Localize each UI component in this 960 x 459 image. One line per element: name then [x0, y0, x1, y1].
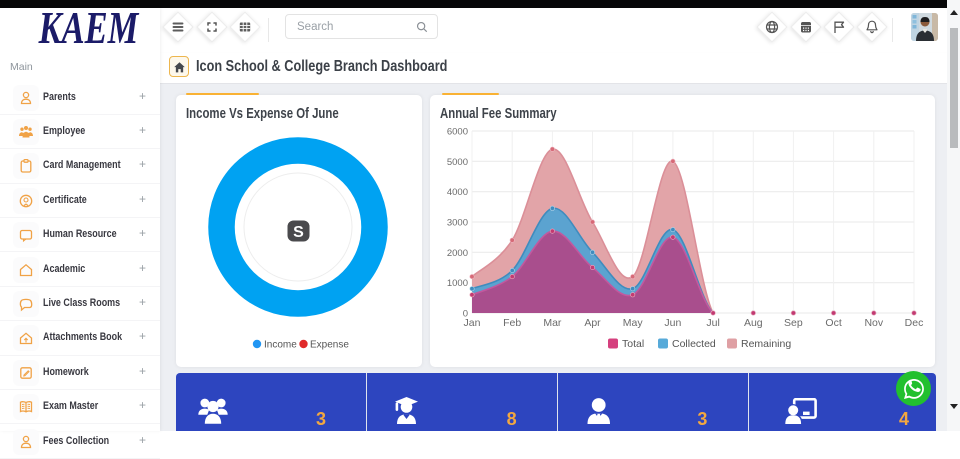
svg-text:Income: Income: [264, 340, 297, 351]
svg-text:Jul: Jul: [706, 317, 719, 329]
svg-text:Sep: Sep: [784, 317, 803, 329]
svg-text:3000: 3000: [447, 218, 468, 229]
svg-text:Nov: Nov: [864, 317, 883, 329]
svg-text:Mar: Mar: [543, 317, 562, 329]
svg-text:May: May: [623, 317, 644, 329]
svg-text:0: 0: [463, 309, 468, 320]
svg-text:Oct: Oct: [825, 317, 841, 329]
svg-text:Collected: Collected: [672, 338, 716, 350]
svg-text:Total: Total: [622, 338, 644, 350]
svg-text:5000: 5000: [447, 157, 468, 168]
svg-text:S: S: [293, 224, 304, 241]
svg-text:Dec: Dec: [905, 317, 924, 329]
svg-text:6000: 6000: [447, 127, 468, 138]
svg-text:1000: 1000: [447, 278, 468, 289]
svg-text:2000: 2000: [447, 248, 468, 259]
svg-text:Jan: Jan: [464, 317, 481, 329]
svg-text:Jun: Jun: [664, 317, 681, 329]
svg-text:Apr: Apr: [584, 317, 601, 329]
svg-text:Feb: Feb: [503, 317, 521, 329]
svg-text:Remaining: Remaining: [741, 338, 791, 350]
svg-text:4000: 4000: [447, 187, 468, 198]
svg-text:Aug: Aug: [744, 317, 763, 329]
svg-text:Expense: Expense: [310, 340, 349, 351]
